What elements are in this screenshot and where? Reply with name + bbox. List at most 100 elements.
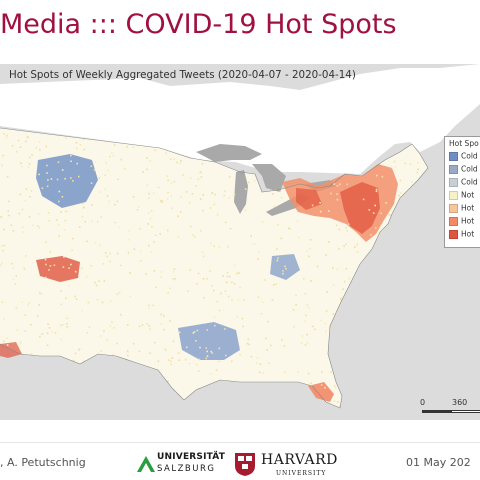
tweet-point [109, 155, 111, 158]
tweet-point [67, 284, 70, 287]
legend-label: Hot [461, 216, 475, 226]
legend-item: Cold [449, 151, 478, 161]
tweet-point [215, 369, 218, 371]
tweet-point [228, 197, 230, 199]
tweet-point [216, 212, 219, 215]
tweet-point [8, 214, 10, 217]
tweet-point [167, 292, 169, 294]
tweet-point [44, 258, 47, 261]
tweet-point [90, 265, 93, 267]
tweet-point [78, 348, 80, 351]
tweet-point [118, 291, 121, 294]
tweet-point [310, 384, 313, 387]
tweet-point [1, 164, 3, 167]
tweet-point [38, 173, 40, 176]
tweet-point [271, 299, 274, 301]
tweet-point [306, 342, 309, 344]
tweet-point [149, 160, 152, 162]
tweet-point [171, 207, 173, 210]
tweet-point [60, 338, 62, 341]
tweet-point [308, 307, 310, 309]
tweet-point [338, 228, 341, 231]
tweet-point [46, 344, 49, 347]
tweet-point [300, 342, 303, 344]
tweet-point [132, 342, 135, 345]
tweet-point [45, 263, 47, 266]
tweet-point [101, 301, 104, 304]
lake-michigan [234, 170, 248, 214]
tweet-point [257, 296, 260, 298]
tweet-point [283, 345, 286, 347]
tweet-point [149, 328, 151, 330]
legend-label: Cold [461, 177, 478, 187]
tweet-point [147, 212, 150, 214]
tweet-point [210, 242, 212, 245]
tweet-point [109, 260, 111, 263]
tweet-point [70, 154, 72, 157]
tweet-point [81, 309, 84, 312]
tweet-point [103, 330, 105, 332]
tweet-point [138, 325, 141, 328]
tweet-point [346, 183, 349, 186]
tweet-point [211, 352, 213, 354]
tweet-point [16, 150, 18, 153]
tweet-point [262, 221, 264, 223]
tweet-point [116, 293, 119, 296]
tweet-point [72, 180, 74, 182]
tweet-point [223, 194, 225, 197]
tweet-point [179, 162, 182, 165]
tweet-point [87, 301, 90, 304]
tweet-point [306, 333, 308, 336]
tweet-point [347, 223, 350, 225]
tweet-point [62, 324, 65, 326]
tweet-point [346, 230, 348, 232]
tweet-point [63, 256, 65, 258]
tweet-point [239, 353, 241, 356]
tweet-point [71, 249, 73, 252]
legend-item: Hot [449, 216, 474, 226]
tweet-point [90, 182, 93, 184]
tweet-point [154, 234, 157, 236]
tweet-point [82, 360, 85, 363]
tweet-point [253, 180, 256, 182]
tweet-point [262, 372, 264, 374]
tweet-point [94, 242, 97, 244]
tweet-point [10, 224, 13, 226]
tweet-point [152, 304, 154, 307]
tweet-point [94, 161, 97, 163]
tweet-point [324, 386, 326, 389]
tweet-point [172, 340, 175, 343]
tweet-point [231, 360, 233, 363]
tweet-point [189, 269, 192, 271]
tweet-point [320, 384, 323, 386]
tweet-point [362, 198, 365, 201]
tweet-point [293, 326, 295, 328]
tweet-point [261, 301, 264, 303]
tweet-point [281, 339, 283, 341]
tweet-point [273, 205, 276, 207]
tweet-point [39, 292, 41, 294]
tweet-point [45, 276, 47, 279]
footer-divider [0, 442, 480, 443]
tweet-point [65, 297, 67, 299]
legend-swatch [449, 151, 458, 161]
tweet-point [104, 174, 106, 177]
tweet-point [205, 347, 207, 349]
tweet-point [21, 165, 23, 168]
tweet-point [248, 343, 250, 346]
tweet-point [127, 351, 129, 353]
tweet-point [100, 216, 103, 218]
tweet-point [117, 178, 119, 181]
harvard-logo: HARVARD UNIVERSITY [234, 451, 344, 479]
tweet-point [285, 268, 287, 270]
scale-label-end: 360 [452, 398, 468, 407]
tweet-point [95, 284, 98, 287]
lake-huron [252, 164, 286, 192]
tweet-point [155, 286, 157, 289]
tweet-point [338, 405, 341, 408]
tweet-point [0, 264, 2, 266]
tweet-point [233, 193, 236, 196]
tweet-point [27, 136, 29, 138]
tweet-point [2, 249, 5, 252]
tweet-point [356, 251, 359, 253]
